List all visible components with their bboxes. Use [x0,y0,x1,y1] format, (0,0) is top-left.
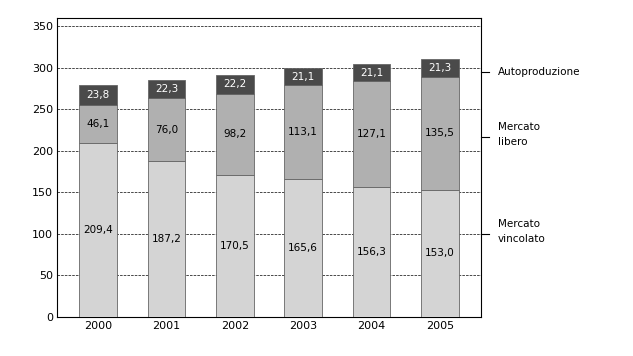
Bar [353,64,391,82]
Bar [284,85,322,179]
Bar [216,94,254,175]
Text: Mercato: Mercato [498,122,540,132]
Bar [284,68,322,85]
Text: 170,5: 170,5 [220,241,249,251]
Bar [421,59,459,77]
Bar [79,85,117,105]
Bar [147,161,185,317]
Text: 113,1: 113,1 [288,127,318,137]
Text: 135,5: 135,5 [425,129,455,138]
Bar [353,82,391,187]
Text: 209,4: 209,4 [83,225,113,235]
Text: 21,3: 21,3 [429,63,452,73]
Text: 22,3: 22,3 [155,84,178,94]
Text: 127,1: 127,1 [356,129,387,139]
Bar [147,98,185,161]
Text: 46,1: 46,1 [86,119,110,129]
Text: 165,6: 165,6 [288,243,318,253]
Bar [353,187,391,317]
Bar [284,179,322,317]
Text: libero: libero [498,137,528,147]
Bar [421,77,459,190]
Text: 22,2: 22,2 [223,79,246,89]
Text: vincolato: vincolato [498,234,546,244]
Text: 156,3: 156,3 [356,247,387,257]
Text: 98,2: 98,2 [223,130,246,140]
Bar [216,175,254,317]
Text: 76,0: 76,0 [155,125,178,135]
Bar [79,105,117,143]
Text: 21,1: 21,1 [360,68,383,78]
Text: 153,0: 153,0 [425,248,455,258]
Text: 187,2: 187,2 [151,234,182,244]
Text: 23,8: 23,8 [86,90,110,100]
Bar [421,190,459,317]
Text: Autoproduzione: Autoproduzione [498,67,580,77]
Bar [216,75,254,94]
Bar [79,143,117,317]
Bar [147,80,185,98]
Text: 21,1: 21,1 [292,72,315,82]
Text: Mercato: Mercato [498,219,540,229]
